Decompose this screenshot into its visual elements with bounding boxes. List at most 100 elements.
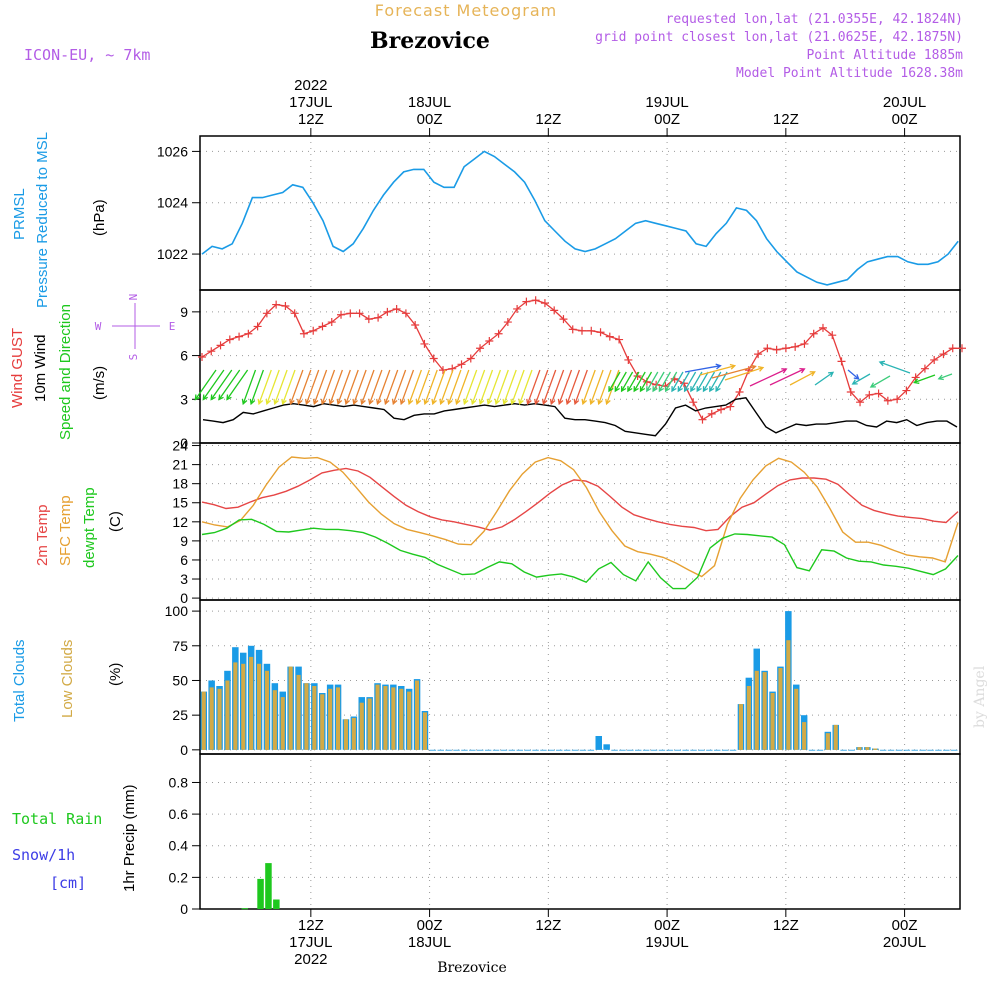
low-cloud-bar-18 bbox=[343, 719, 348, 750]
wind-arrow-20 bbox=[360, 369, 375, 406]
gust-marker bbox=[754, 350, 763, 359]
rain-bar-0 bbox=[241, 908, 248, 910]
top-tick-label-2-0: 12Z bbox=[535, 111, 561, 128]
wind-ytick-label-3: 9 bbox=[180, 304, 188, 320]
low-cloud-bar-23 bbox=[383, 686, 388, 750]
wind-arrow-77 bbox=[715, 371, 728, 393]
total-cloud-bar-78 bbox=[816, 749, 824, 751]
gust-marker bbox=[763, 344, 772, 353]
gust-marker bbox=[578, 326, 586, 335]
low-cloud-bar-0 bbox=[201, 691, 206, 750]
clouds-ytick-label-4: 100 bbox=[165, 603, 189, 619]
gust-marker bbox=[299, 329, 308, 338]
total-cloud-bar-95 bbox=[951, 749, 958, 751]
bottom-tick-label-0-2: 2022 bbox=[294, 951, 327, 968]
rain-bar-3 bbox=[273, 899, 280, 909]
bottom-tick-label-5-1: 20JUL bbox=[883, 934, 926, 951]
gust-marker bbox=[466, 354, 475, 363]
pressure-ytick-label-2: 1026 bbox=[157, 143, 188, 159]
low-cloud-bar-72 bbox=[770, 693, 775, 750]
gust-marker bbox=[207, 347, 216, 356]
wind-arrow-64 bbox=[633, 371, 646, 393]
pressure-ytick-label-1: 1024 bbox=[157, 195, 188, 211]
temp-ytick-label-2: 6 bbox=[180, 552, 188, 568]
gust-marker bbox=[846, 388, 855, 396]
gust-marker bbox=[717, 405, 726, 414]
total-cloud-bar-37 bbox=[492, 749, 500, 751]
wind-arrow-98 bbox=[847, 369, 860, 380]
gust-marker bbox=[262, 309, 271, 318]
gust-marker bbox=[337, 310, 346, 319]
low-cloud-bar-70 bbox=[754, 670, 759, 750]
gust-marker bbox=[281, 302, 290, 311]
total-cloud-bar-34 bbox=[469, 749, 476, 751]
low-cloud-bar-24 bbox=[391, 687, 396, 750]
wind-arrow-69 bbox=[665, 371, 678, 393]
total-cloud-bar-82 bbox=[848, 749, 855, 751]
wind-arrow-90 bbox=[684, 363, 722, 373]
compass-s: S bbox=[127, 354, 140, 361]
footer-location: Brezovice bbox=[437, 960, 507, 976]
gust-marker bbox=[735, 388, 744, 396]
wind-speed-dir-label: Speed and Direction bbox=[57, 304, 74, 440]
gust-marker bbox=[309, 326, 318, 335]
low-cloud-bar-71 bbox=[762, 672, 767, 750]
total-cloud-bar-81 bbox=[840, 749, 847, 751]
gust-marker bbox=[818, 323, 827, 332]
low-cloud-bar-12 bbox=[296, 674, 301, 750]
total-cloud-bar-92 bbox=[927, 749, 934, 751]
low-cloud-bar-80 bbox=[833, 724, 838, 750]
low-cloud-bar-6 bbox=[249, 656, 254, 750]
low-cloud-bar-15 bbox=[320, 694, 325, 750]
low-cloud-bar-3 bbox=[225, 680, 230, 750]
compass-rose: N S W E bbox=[95, 294, 176, 361]
temp-ytick-label-8: 24 bbox=[172, 438, 188, 454]
gust-marker bbox=[948, 344, 957, 353]
gust-marker bbox=[800, 339, 809, 348]
gust-marker bbox=[856, 398, 865, 407]
wind-arrow-14 bbox=[312, 369, 328, 406]
gust-label: Wind GUST bbox=[9, 328, 26, 408]
wind-arrow-27 bbox=[415, 369, 430, 406]
pressure-label-2: Pressure Reduced to MSL bbox=[34, 132, 51, 308]
gust-marker bbox=[615, 335, 624, 344]
bottom-tick-label-2-0: 12Z bbox=[535, 917, 561, 934]
wind-arrow-100 bbox=[869, 375, 891, 388]
top-tick-label-1-1: 00Z bbox=[417, 111, 443, 128]
wind-unit: (m/s) bbox=[91, 366, 108, 400]
low-cloud-bar-28 bbox=[422, 712, 427, 750]
total-cloud-bar-40 bbox=[516, 749, 523, 751]
precip-ytick-label-1: 0.2 bbox=[169, 869, 189, 885]
wind-arrow-94 bbox=[749, 368, 788, 387]
pressure-labels: PRMSL Pressure Reduced to MSL (hPa) bbox=[11, 132, 108, 308]
bottom-tick-label-3-0: 00Z bbox=[654, 917, 680, 934]
wind-arrow-23 bbox=[383, 369, 399, 406]
low-cloud-bar-69 bbox=[746, 686, 751, 750]
wind-arrow-35 bbox=[478, 369, 494, 406]
t2m-line bbox=[201, 467, 959, 532]
wind-arrow-4 bbox=[226, 369, 249, 401]
temp-ytick-label-4: 12 bbox=[172, 514, 188, 530]
t2m-label: 2m Temp bbox=[34, 505, 51, 566]
total-cloud-bar-43 bbox=[540, 749, 547, 751]
wind-arrow-97 bbox=[814, 371, 835, 386]
clouds-ytick-label-2: 50 bbox=[172, 672, 188, 688]
wind-arrow-40 bbox=[518, 369, 533, 406]
bottom-tick-label-0-0: 12Z bbox=[298, 917, 324, 934]
precip-labels: Total Rain Snow/1h [cm] 1hr Precip (mm) bbox=[12, 784, 138, 892]
top-tick-label-3-1: 00Z bbox=[654, 111, 680, 128]
low-cloud-bar-68 bbox=[738, 704, 743, 750]
total-cloud-bar-64 bbox=[706, 749, 713, 751]
total-cloud-bar-65 bbox=[714, 749, 721, 751]
gust-marker bbox=[513, 304, 522, 313]
gust-marker bbox=[383, 307, 392, 316]
wind-arrow-5 bbox=[241, 369, 257, 406]
wind-arrow-15 bbox=[320, 369, 336, 406]
low-cloud-bar-83 bbox=[857, 747, 862, 750]
grid-point-coords: grid point closest lon,lat (21.0625E, 42… bbox=[595, 30, 963, 45]
wind-arrow-65 bbox=[639, 371, 653, 393]
wind-arrow-13 bbox=[304, 369, 320, 406]
wind-arrow-41 bbox=[526, 369, 541, 406]
wind-arrow-75 bbox=[702, 371, 716, 393]
total-cloud-bar-41 bbox=[524, 749, 531, 751]
